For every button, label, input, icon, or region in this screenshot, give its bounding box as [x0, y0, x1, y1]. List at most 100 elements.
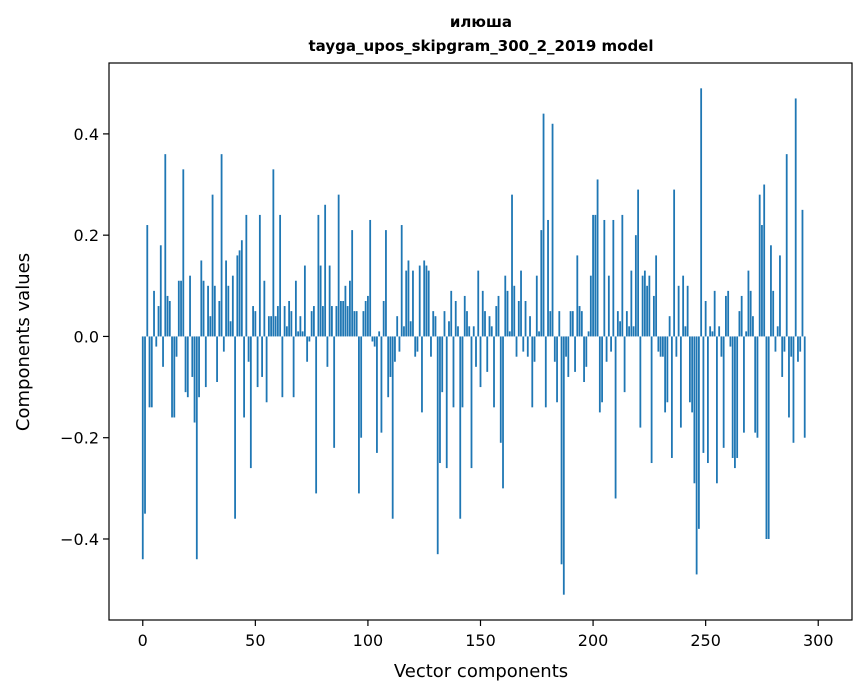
bar-118	[407, 260, 410, 337]
bar-198	[587, 331, 590, 337]
bar-155	[490, 326, 493, 337]
bar-54	[263, 280, 266, 337]
y-tick-label: 0.0	[74, 327, 99, 346]
bar-269	[747, 270, 750, 337]
bar-124	[421, 336, 423, 413]
bar-156	[493, 336, 495, 408]
bar-65	[288, 300, 291, 337]
bar-241	[684, 326, 687, 337]
bar-19	[184, 336, 187, 393]
bar-87	[337, 194, 340, 337]
bar-172	[529, 316, 531, 337]
bar-70	[299, 316, 302, 337]
bar-290	[794, 98, 797, 337]
bar-62	[281, 336, 284, 398]
bar-182	[551, 123, 554, 337]
bar-141	[459, 336, 462, 519]
bar-7	[157, 306, 160, 337]
bar-99	[364, 300, 367, 337]
bar-31	[211, 194, 214, 337]
bar-230	[659, 336, 662, 357]
bar-113	[396, 316, 399, 337]
bar-282	[776, 326, 779, 337]
bar-2	[146, 225, 149, 337]
bar-229	[657, 336, 660, 352]
bar-90	[344, 285, 347, 337]
bar-287	[788, 336, 790, 418]
y-tick-label: 0.2	[74, 226, 99, 245]
bar-185	[558, 311, 561, 337]
bar-168	[520, 270, 522, 337]
bar-84	[331, 306, 333, 337]
bar-45	[243, 336, 245, 418]
bar-98	[362, 311, 365, 337]
bar-292	[799, 336, 802, 352]
bar-145	[468, 326, 471, 337]
bar-58	[272, 169, 275, 337]
bar-240	[682, 275, 685, 337]
bar-169	[522, 336, 525, 352]
y-tick-label: 0.4	[74, 125, 99, 144]
bar-23	[193, 336, 196, 423]
bar-111	[391, 336, 394, 519]
bar-216	[628, 326, 630, 337]
bar-49	[252, 306, 254, 337]
bar-217	[630, 270, 633, 337]
bar-77	[315, 336, 318, 494]
bar-283	[779, 255, 781, 337]
bar-114	[398, 336, 401, 352]
bar-263	[734, 336, 736, 469]
bar-79	[319, 265, 322, 337]
bar-125	[423, 260, 426, 337]
bar-137	[450, 290, 453, 337]
bar-85	[333, 336, 336, 448]
bar-42	[236, 255, 239, 337]
bar-34	[218, 300, 221, 337]
bar-265	[738, 311, 741, 337]
bar-126	[425, 265, 428, 337]
bar-139	[454, 300, 457, 337]
bar-165	[513, 285, 516, 337]
bar-35	[220, 154, 223, 337]
bar-246	[695, 336, 698, 575]
bar-160	[502, 336, 504, 489]
bar-92	[349, 280, 351, 337]
bar-162	[506, 290, 509, 337]
bar-152	[484, 311, 486, 337]
bar-93	[351, 230, 354, 337]
bar-273	[756, 336, 759, 438]
bar-238	[677, 285, 680, 337]
bar-73	[306, 336, 309, 362]
bar-178	[542, 113, 545, 337]
bar-100	[367, 295, 369, 337]
bar-75	[310, 311, 313, 337]
bar-260	[727, 290, 730, 337]
bar-220	[637, 189, 640, 337]
bar-184	[556, 336, 558, 403]
bar-67	[292, 336, 295, 398]
bar-60	[276, 306, 279, 337]
bar-167	[517, 300, 520, 337]
bar-163	[508, 331, 511, 337]
bar-105	[378, 331, 381, 337]
bar-208	[610, 336, 612, 352]
bar-6	[155, 336, 158, 347]
bar-25	[198, 336, 200, 398]
bar-188	[565, 336, 567, 357]
bar-64	[285, 326, 288, 337]
bar-243	[688, 336, 691, 403]
bar-112	[394, 336, 396, 362]
x-tick-label: 250	[690, 631, 721, 650]
x-tick-label: 200	[578, 631, 609, 650]
bar-285	[783, 336, 786, 352]
bar-29	[207, 285, 209, 337]
bar-183	[553, 336, 556, 362]
bar-235	[670, 336, 673, 458]
bar-10	[164, 154, 167, 337]
bar-150	[479, 336, 482, 388]
chart-subtitle: tayga_upos_skipgram_300_2_2019 model	[309, 37, 654, 55]
bar-272	[754, 336, 757, 433]
bar-143	[463, 295, 466, 337]
bar-3	[148, 336, 151, 408]
bar-187	[562, 336, 565, 595]
